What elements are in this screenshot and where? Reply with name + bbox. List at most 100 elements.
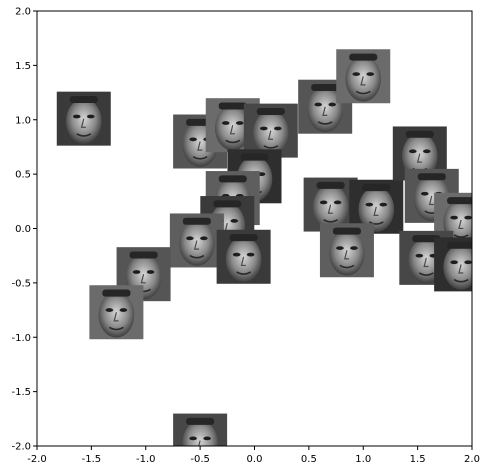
nose-shape xyxy=(140,274,146,284)
hair-shape xyxy=(218,175,247,183)
hair-shape xyxy=(447,197,472,205)
hair-shape xyxy=(412,235,441,243)
eye-shape xyxy=(350,246,358,250)
nose-shape xyxy=(113,312,119,322)
hair-shape xyxy=(332,227,361,235)
scatter-point xyxy=(169,213,224,268)
eye-shape xyxy=(235,121,244,125)
nose-shape xyxy=(229,125,235,135)
scatter-point xyxy=(56,91,111,146)
mouth-shape xyxy=(263,145,279,149)
eye-shape xyxy=(450,215,458,220)
nose-shape xyxy=(428,195,434,206)
eye-shape xyxy=(72,114,81,119)
nose-shape xyxy=(240,256,246,267)
mouth-shape xyxy=(236,271,252,275)
eye-shape xyxy=(246,252,255,257)
hair-shape xyxy=(311,84,340,92)
eye-shape xyxy=(232,252,241,257)
x-tick-label: 0.5 xyxy=(301,454,317,465)
scatter-point xyxy=(243,103,298,158)
eye-shape xyxy=(314,102,322,107)
nose-shape xyxy=(322,106,328,116)
scatter-point xyxy=(173,413,228,446)
eye-shape xyxy=(189,137,197,142)
nose-shape xyxy=(327,204,333,214)
plot-area xyxy=(37,11,472,446)
nose-shape xyxy=(360,76,366,86)
hair-shape xyxy=(213,200,242,208)
x-tick-label: 0.0 xyxy=(247,454,263,465)
mouth-shape xyxy=(418,272,434,276)
y-tick-label: -2.0 xyxy=(11,442,31,453)
scatter-point xyxy=(303,177,358,232)
hair-shape xyxy=(362,184,391,192)
eye-shape xyxy=(274,126,282,131)
mouth-shape xyxy=(453,278,469,283)
eye-shape xyxy=(409,149,417,154)
eye-shape xyxy=(189,436,197,441)
nose-shape xyxy=(373,206,379,216)
y-tick-label: 2.0 xyxy=(15,7,31,18)
eye-shape xyxy=(464,215,472,220)
mouth-shape xyxy=(189,254,205,259)
eye-shape xyxy=(423,149,431,154)
eye-shape xyxy=(119,308,128,312)
face-shape xyxy=(179,220,215,266)
hair-shape xyxy=(447,241,472,249)
x-tick-label: 1.5 xyxy=(410,454,426,465)
face-shape xyxy=(98,292,135,338)
eye-shape xyxy=(366,72,375,76)
scatter-point xyxy=(336,49,391,104)
scatter-point xyxy=(434,237,472,292)
hair-shape xyxy=(229,234,258,242)
nose-shape xyxy=(423,257,429,268)
points-layer xyxy=(56,49,472,446)
eye-shape xyxy=(146,270,155,274)
hair-shape xyxy=(102,289,131,297)
eye-shape xyxy=(352,72,361,76)
eye-shape xyxy=(415,253,424,258)
face-shape xyxy=(307,86,344,133)
face-shape xyxy=(329,230,365,276)
eye-shape xyxy=(105,308,114,312)
hair-shape xyxy=(417,173,446,181)
eye-shape xyxy=(132,270,141,274)
nose-shape xyxy=(267,130,273,140)
eye-shape xyxy=(333,200,342,205)
eye-shape xyxy=(464,260,472,265)
x-tick-label: -1.0 xyxy=(136,454,156,465)
eye-shape xyxy=(221,121,230,125)
y-tick-label: 0.0 xyxy=(15,224,31,235)
eye-shape xyxy=(420,191,429,196)
y-tick-label: 1.0 xyxy=(15,115,31,126)
mouth-shape xyxy=(368,221,384,225)
hair-shape xyxy=(349,53,378,61)
face-shape xyxy=(345,56,382,102)
mouth-shape xyxy=(339,264,355,269)
hair-shape xyxy=(129,251,158,259)
eye-shape xyxy=(87,114,95,119)
mouth-shape xyxy=(355,90,371,95)
mouth-shape xyxy=(317,121,333,125)
eye-shape xyxy=(336,246,344,250)
nose-shape xyxy=(198,440,201,446)
mouth-shape xyxy=(76,133,92,137)
eye-shape xyxy=(186,236,194,241)
face-shape xyxy=(65,98,102,145)
scatter-point xyxy=(349,179,404,234)
hair-shape xyxy=(218,102,247,110)
eye-shape xyxy=(260,126,268,131)
eye-shape xyxy=(200,236,208,241)
mouth-shape xyxy=(225,139,241,144)
scatter-point xyxy=(319,223,374,278)
face-shape xyxy=(443,244,472,290)
x-tick-label: 1.0 xyxy=(355,454,371,465)
scatter-point xyxy=(216,229,271,284)
x-tick-label: -2.0 xyxy=(27,454,47,465)
nose-shape xyxy=(80,118,86,128)
face-shape xyxy=(225,236,262,283)
eye-shape xyxy=(203,436,211,441)
hair-shape xyxy=(405,130,434,138)
